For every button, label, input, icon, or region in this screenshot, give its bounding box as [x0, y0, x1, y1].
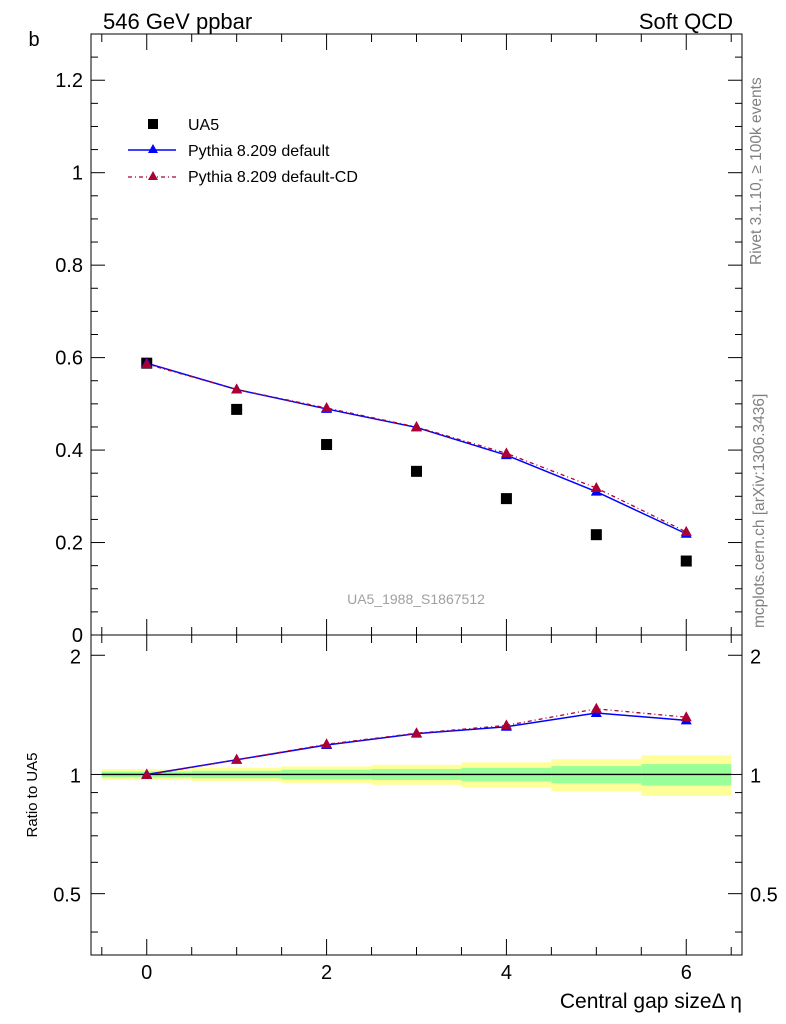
- default-cd-point: [141, 358, 153, 369]
- x-tick-label: 0: [141, 962, 152, 984]
- ratio-y-tick-label: 0.5: [53, 885, 81, 907]
- ratio-panel: 0.5 0.5 1 1 2 2 0 2 4 6 Ratio to UA5 Central gap …: [24, 634, 778, 1013]
- energy-label: 546 GeV ppbar: [103, 9, 252, 34]
- legend-label-default: Pythia 8.209 default: [188, 143, 330, 160]
- ratio-default-cd-point: [231, 753, 243, 764]
- main-y-tick-label: 0.8: [55, 255, 83, 277]
- main-y-tick-label: 0: [72, 625, 83, 647]
- legend-marker-triangle-red: [148, 171, 158, 180]
- main-ticks: 0 0.2 0.4 0.6 0.8 1 1.2: [55, 33, 742, 647]
- rivet-label: Rivet 3.1.10, ≥ 100k events: [748, 77, 765, 265]
- legend: UA5 Pythia 8.209 default Pythia 8.209 de…: [128, 117, 358, 186]
- ratio-default-cd-point: [411, 727, 422, 738]
- default-cd-point: [231, 383, 243, 394]
- legend-entry-ua5: UA5: [148, 117, 219, 134]
- default-cd-point: [590, 481, 602, 492]
- watermark-label: UA5_1988_S1867512: [347, 591, 485, 607]
- legend-label-default-cd: Pythia 8.209 default-CD: [188, 169, 358, 186]
- default-cd-point: [680, 525, 692, 536]
- main-series-layer: [141, 357, 692, 567]
- ua5-point: [500, 493, 512, 505]
- default-cd-point: [321, 402, 333, 413]
- ratio-y-tick-label: 1: [70, 765, 81, 787]
- ratio-y-tick-label-right: 2: [750, 646, 761, 668]
- mcplots-label: mcplots.cern.ch [arXiv:1306.3436]: [751, 394, 768, 628]
- ratio-series-layer: [141, 702, 692, 779]
- ua5-point: [590, 529, 602, 541]
- legend-marker-triangle-blue: [148, 144, 158, 153]
- main-y-tick-label: 0.4: [55, 440, 83, 462]
- legend-entry-default: Pythia 8.209 default: [128, 143, 330, 160]
- main-y-tick-label: 0.2: [55, 533, 83, 555]
- x-tick-label: 4: [501, 962, 512, 984]
- main-y-tick-label: 1: [72, 163, 83, 185]
- ua5-point: [231, 403, 243, 415]
- ratio-default-cd-point: [321, 738, 333, 749]
- ratio-default-cd-point: [680, 711, 692, 722]
- ratio-frame: [90, 634, 743, 956]
- ratio-y-tick-label: 2: [70, 646, 81, 668]
- main-series-line-1: [146, 362, 687, 535]
- legend-entry-default-cd: Pythia 8.209 default-CD: [128, 169, 358, 186]
- ratio-uncertainty-bands: [101, 755, 732, 797]
- x-axis-label: Central gap sizeΔ η: [560, 990, 742, 1013]
- x-tick-label: 6: [681, 962, 692, 984]
- ratio-y-axis-label: Ratio to UA5: [24, 752, 41, 837]
- legend-label-ua5: UA5: [188, 117, 219, 134]
- main-panel: 0 0.2 0.4 0.6 0.8 1 1.2 b UA5_1988_S1867512: [28, 29, 743, 647]
- ua5-point: [680, 555, 692, 567]
- ratio-default-cd-point: [141, 768, 153, 779]
- main-y-tick-label: 1.2: [55, 70, 83, 92]
- ratio-y-tick-label-right: 0.5: [750, 885, 778, 907]
- x-tick-label: 2: [321, 962, 332, 984]
- main-y-tick-label: 0.6: [55, 348, 83, 370]
- ratio-default-cd-point: [500, 719, 512, 730]
- process-label: Soft QCD: [639, 9, 733, 34]
- ua5-point: [321, 439, 333, 451]
- ratio-y-tick-label-right: 1: [750, 765, 761, 787]
- main-y-axis-label: b: [28, 29, 39, 51]
- ratio-ticks: 0.5 0.5 1 1 2 2 0 2 4 6: [53, 635, 778, 984]
- legend-marker-square: [148, 119, 158, 129]
- main-series-line-2: [146, 363, 687, 533]
- default-cd-point: [411, 420, 422, 431]
- ua5-point: [411, 465, 422, 477]
- default-cd-point: [500, 447, 512, 458]
- ratio-default-cd-point: [590, 702, 602, 713]
